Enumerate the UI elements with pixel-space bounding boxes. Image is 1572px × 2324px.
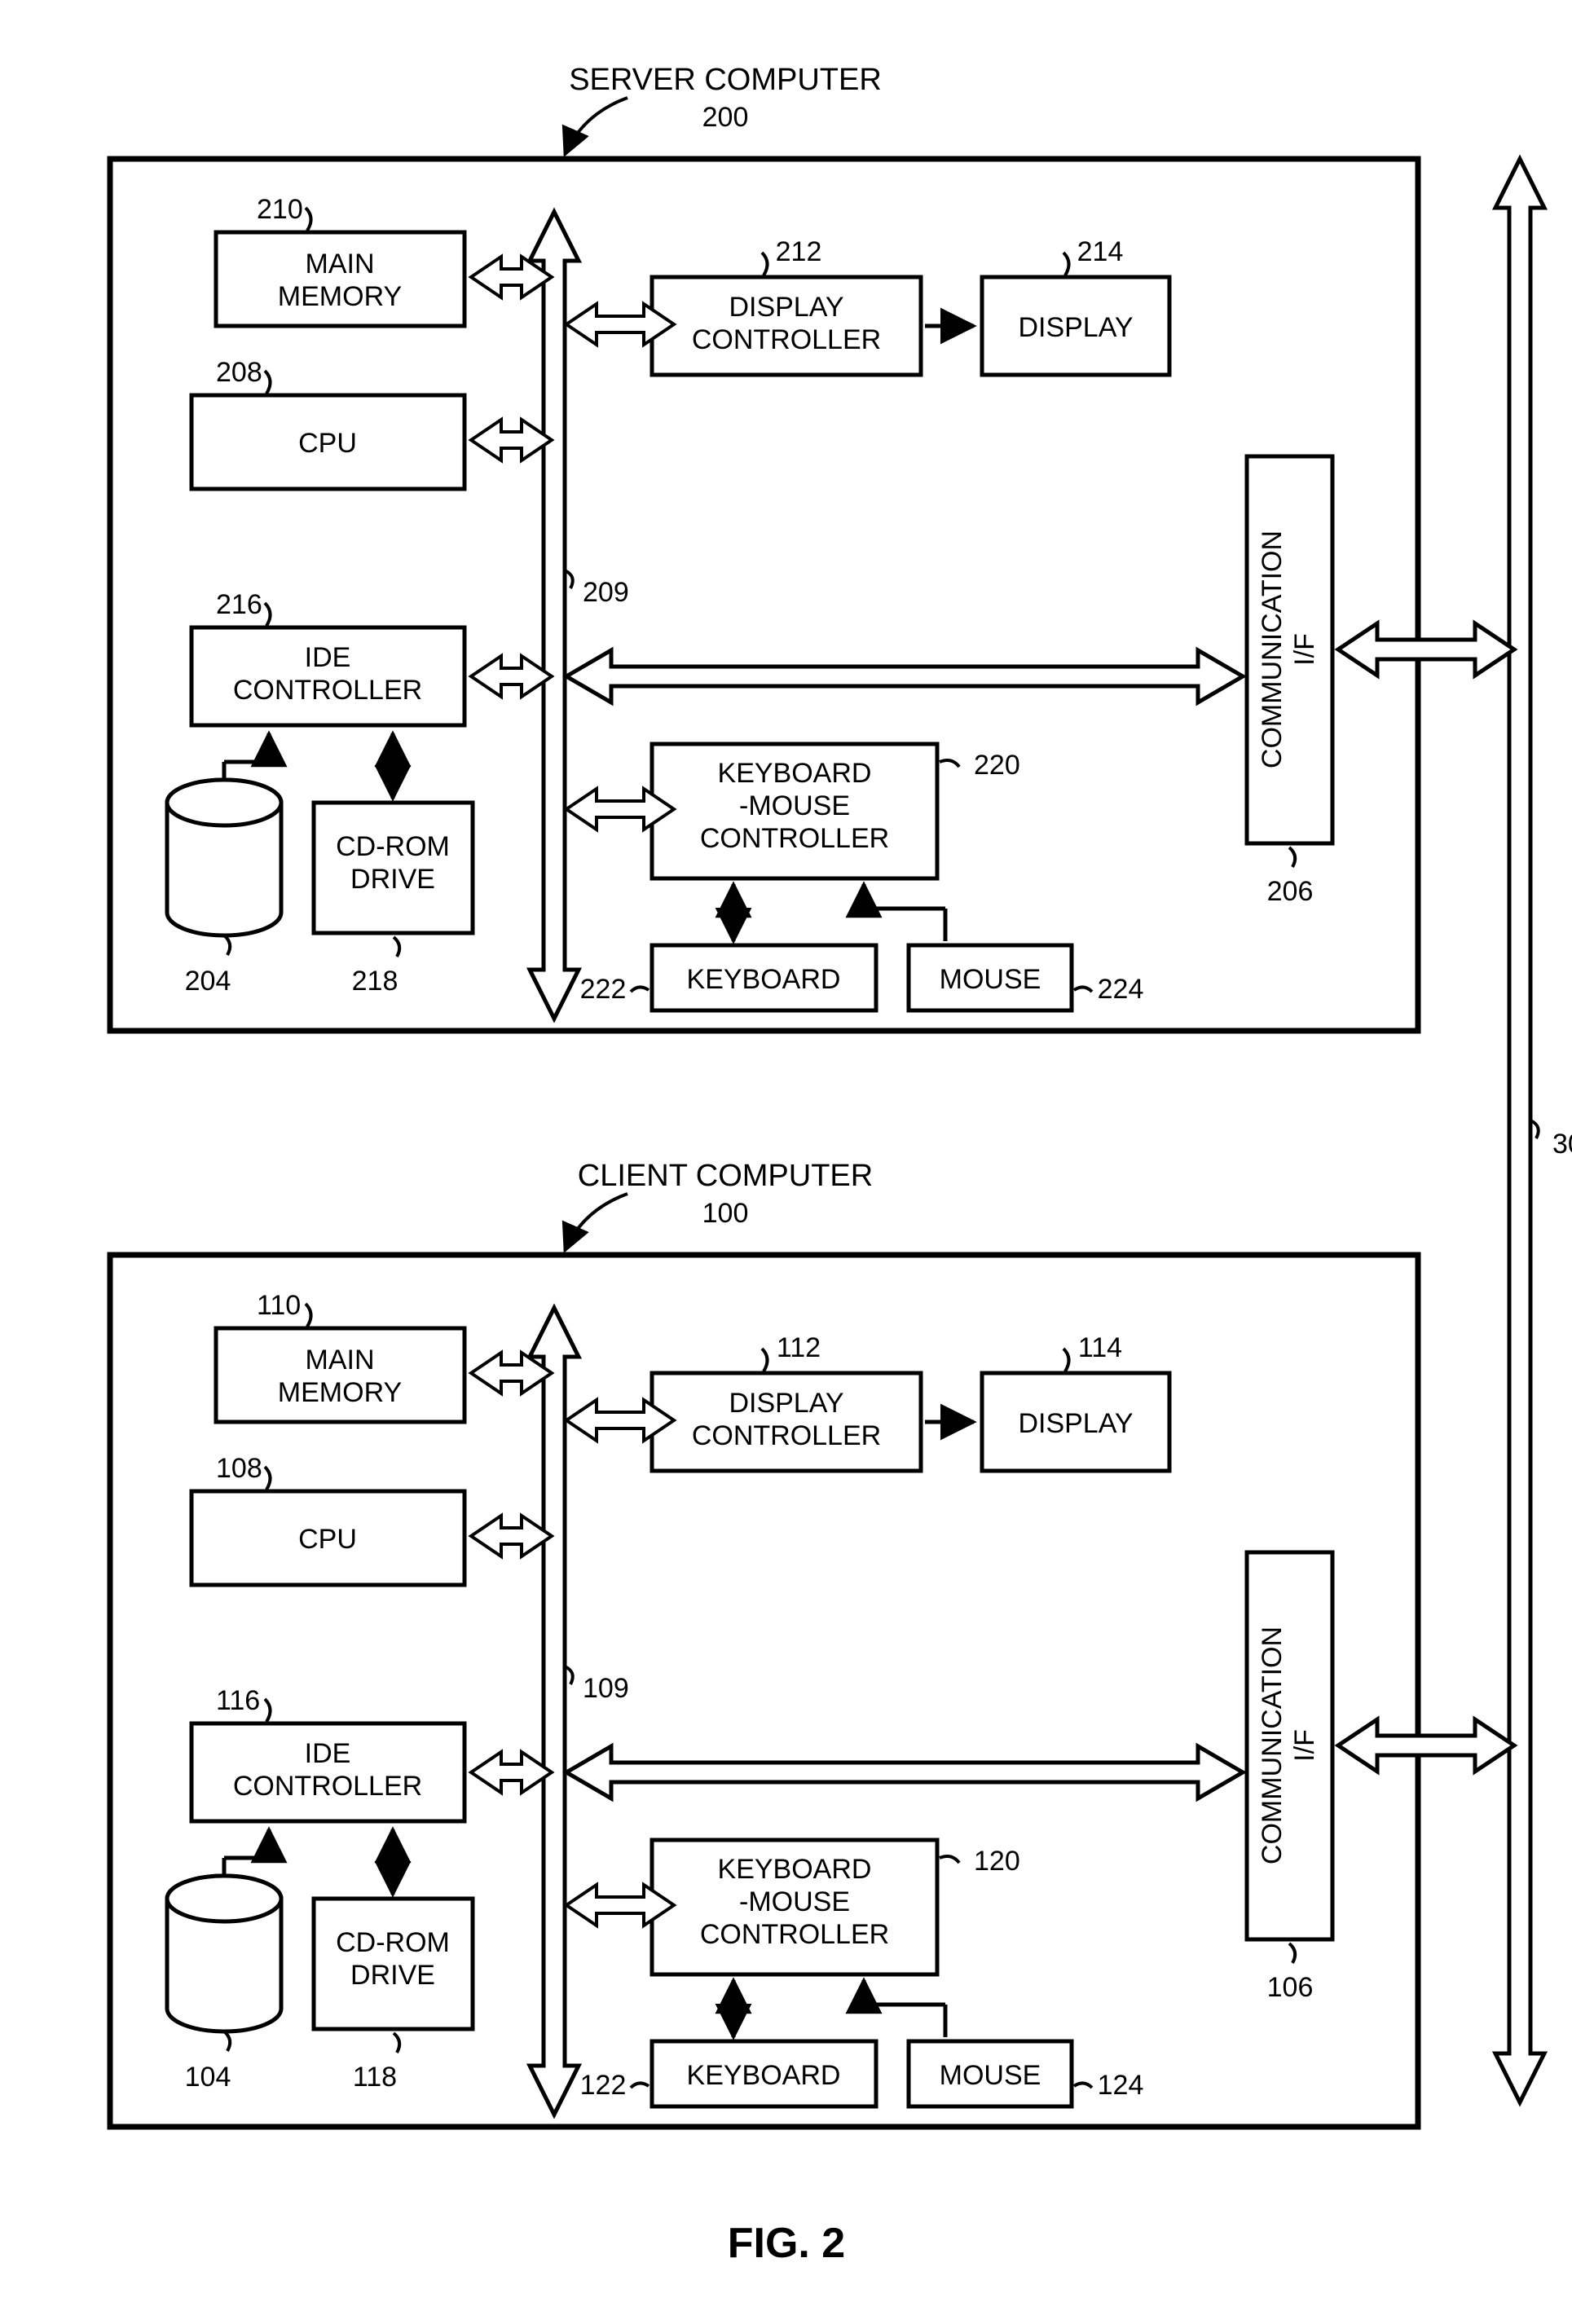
svg-text:CD-ROM: CD-ROM: [336, 1927, 450, 1958]
svg-text:DRIVE: DRIVE: [350, 864, 435, 895]
client-main-memory: MAIN MEMORY MAIN MEMORY 110: [216, 1290, 465, 1422]
server-display-controller: DISPLAY CONTROLLER 212: [652, 236, 921, 375]
server-main-memory-ref: 210: [257, 194, 303, 225]
server-computer: SERVER COMPUTER 200 209 MAIN MAIN MEMORY…: [110, 63, 1514, 1031]
server-keyboard-ref: 222: [580, 974, 627, 1005]
server-display-ref: 214: [1077, 236, 1124, 267]
svg-text:IDE: IDE: [305, 642, 351, 673]
client-km-ref: 120: [974, 1846, 1020, 1877]
svg-text:MAIN: MAIN: [306, 1345, 375, 1375]
server-bus-ref: 209: [583, 577, 629, 608]
svg-text:CPU: CPU: [298, 1524, 357, 1555]
figure-label: FIG. 2: [728, 2220, 845, 2267]
client-cpu: CPU 108: [192, 1453, 465, 1585]
svg-text:MEMORY: MEMORY: [278, 281, 402, 312]
server-disk-icon: 204: [167, 780, 281, 997]
client-title-ref: 100: [702, 1198, 749, 1229]
svg-text:DISPLAY: DISPLAY: [729, 292, 843, 323]
client-cpu-ref: 108: [216, 1453, 262, 1484]
svg-text:KEYBOARD: KEYBOARD: [718, 1854, 872, 1885]
server-mouse: MOUSE 224: [909, 945, 1143, 1010]
svg-text:MAIN: MAIN: [306, 249, 375, 279]
client-comm-net-arrow: [1338, 1719, 1514, 1772]
client-bus-ref: 109: [583, 1673, 629, 1704]
svg-text:COMMUNICATION: COMMUNICATION: [1257, 1626, 1288, 1864]
server-bus-comm-arrow: [566, 650, 1243, 702]
server-mouse-ref: 224: [1098, 974, 1144, 1005]
svg-text:DISPLAY: DISPLAY: [1018, 1408, 1133, 1439]
svg-text:IDE: IDE: [305, 1738, 351, 1769]
svg-text:DISPLAY: DISPLAY: [1018, 312, 1133, 343]
svg-text:MOUSE: MOUSE: [940, 964, 1041, 995]
server-keyboard: KEYBOARD 222: [580, 945, 876, 1010]
client-computer: CLIENT COMPUTER 100 109 MAIN MEMORY MAIN…: [110, 1159, 1514, 2127]
server-cpu-bus-arrow: [471, 420, 552, 460]
svg-text:-MOUSE: -MOUSE: [739, 790, 850, 821]
svg-text:I/F: I/F: [1289, 633, 1320, 666]
client-display-ctrl-ref: 112: [777, 1332, 821, 1363]
server-display: DISPLAY 214: [982, 236, 1169, 375]
server-title-ref: 200: [702, 102, 749, 133]
server-comm-net-arrow: [1338, 623, 1514, 676]
svg-text:CONTROLLER: CONTROLLER: [700, 1919, 889, 1950]
client-keyboard: KEYBOARD 122: [580, 2041, 876, 2106]
svg-text:CONTROLLER: CONTROLLER: [692, 324, 881, 355]
server-cpu-ref: 208: [216, 357, 262, 388]
client-ide-ref: 116: [216, 1685, 260, 1716]
client-cdrom-ref: 118: [353, 2062, 397, 2093]
server-main-memory: MAIN MAIN MEMORY MEMORY 210: [216, 194, 465, 326]
svg-text:KEYBOARD: KEYBOARD: [687, 2060, 841, 2091]
svg-text:KEYBOARD: KEYBOARD: [718, 758, 872, 789]
svg-text:DRIVE: DRIVE: [350, 1960, 435, 1991]
server-cdrom: CD-ROM DRIVE 218: [314, 803, 473, 997]
server-cdrom-ref: 218: [352, 966, 399, 997]
svg-text:-MOUSE: -MOUSE: [739, 1886, 850, 1917]
svg-text:CONTROLLER: CONTROLLER: [233, 675, 422, 706]
server-km-controller: KEYBOARD -MOUSE CONTROLLER 220: [652, 744, 1020, 878]
svg-text:I/F: I/F: [1289, 1729, 1320, 1762]
client-ide-controller: IDE CONTROLLER 116: [192, 1685, 465, 1821]
client-disk-ref: 104: [185, 2062, 231, 2093]
network-bus-ref: 300: [1552, 1129, 1572, 1160]
client-main-memory-ref: 110: [257, 1290, 301, 1321]
client-comm-if: COMMUNICATION I/F 106: [1247, 1552, 1332, 2003]
server-ide-ref: 216: [216, 589, 262, 620]
server-cpu: CPU 208: [192, 357, 465, 489]
svg-text:CONTROLLER: CONTROLLER: [700, 823, 889, 854]
client-ide-bus-arrow: [471, 1752, 552, 1793]
network-bus: 300: [1495, 159, 1572, 2102]
client-mouse: MOUSE 124: [909, 2041, 1143, 2106]
client-cdrom: CD-ROM DRIVE 118: [314, 1899, 473, 2093]
svg-text:COMMUNICATION: COMMUNICATION: [1257, 530, 1288, 768]
server-ide-controller: IDE CONTROLLER 216: [192, 589, 465, 725]
server-title: SERVER COMPUTER: [569, 63, 882, 97]
svg-text:CD-ROM: CD-ROM: [336, 831, 450, 862]
client-bus-comm-arrow: [566, 1746, 1243, 1798]
client-display-ref: 114: [1078, 1332, 1122, 1363]
client-cpu-bus-arrow: [471, 1516, 552, 1556]
svg-text:CONTROLLER: CONTROLLER: [233, 1771, 422, 1802]
client-disk-icon: 104: [167, 1876, 281, 2093]
client-mouse-ref: 124: [1098, 2070, 1144, 2101]
server-display-ctrl-ref: 212: [776, 236, 822, 267]
server-ide-bus-arrow: [471, 656, 552, 697]
svg-text:CONTROLLER: CONTROLLER: [692, 1420, 881, 1451]
svg-text:KEYBOARD: KEYBOARD: [687, 964, 841, 995]
server-disk-ref: 204: [185, 966, 231, 997]
client-comm-ref: 106: [1267, 1972, 1314, 2003]
client-title: CLIENT COMPUTER: [578, 1159, 873, 1193]
client-km-controller: KEYBOARD -MOUSE CONTROLLER 120: [652, 1840, 1020, 1974]
svg-text:DISPLAY: DISPLAY: [729, 1388, 843, 1419]
server-comm-ref: 206: [1267, 876, 1314, 907]
client-display: DISPLAY 114: [982, 1332, 1169, 1471]
client-display-controller: DISPLAY CONTROLLER 112: [652, 1332, 921, 1471]
svg-text:CPU: CPU: [298, 428, 357, 459]
svg-text:MOUSE: MOUSE: [940, 2060, 1041, 2091]
client-keyboard-ref: 122: [580, 2070, 627, 2101]
server-km-ref: 220: [974, 750, 1020, 781]
server-comm-if: COMMUNICATION I/F 206: [1247, 456, 1332, 907]
svg-text:MEMORY: MEMORY: [278, 1377, 402, 1408]
